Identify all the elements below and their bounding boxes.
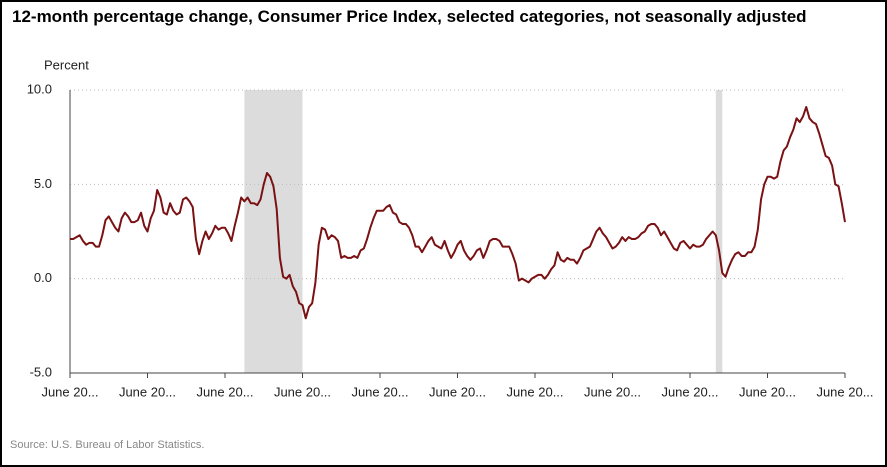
x-tick-label: June 20... xyxy=(274,384,331,399)
x-tick-label: June 20... xyxy=(739,384,796,399)
x-tick-label: June 20... xyxy=(584,384,641,399)
x-tick-label: June 20... xyxy=(506,384,563,399)
y-tick-label: 0.0 xyxy=(34,270,52,285)
chart-title: 12-month percentage change, Consumer Pri… xyxy=(12,7,807,26)
y-axis-label: Percent xyxy=(44,57,89,72)
y-tick-label: 5.0 xyxy=(34,176,52,191)
y-tick-label: 10.0 xyxy=(27,81,52,96)
x-tick-label: June 20... xyxy=(119,384,176,399)
x-tick-label: June 20... xyxy=(41,384,98,399)
x-tick-label: June 20... xyxy=(351,384,408,399)
recession-shade xyxy=(715,90,723,373)
source: Source: U.S. Bureau of Labor Statistics. xyxy=(10,439,204,451)
recession-shade xyxy=(244,90,303,373)
y-tick-label: -5.0 xyxy=(30,364,52,379)
x-tick-label: June 20... xyxy=(196,384,253,399)
x-tick-label: June 20... xyxy=(661,384,718,399)
x-tick-label: June 20... xyxy=(816,384,873,399)
cpi-line xyxy=(70,105,846,320)
x-tick-label: June 20... xyxy=(429,384,486,399)
